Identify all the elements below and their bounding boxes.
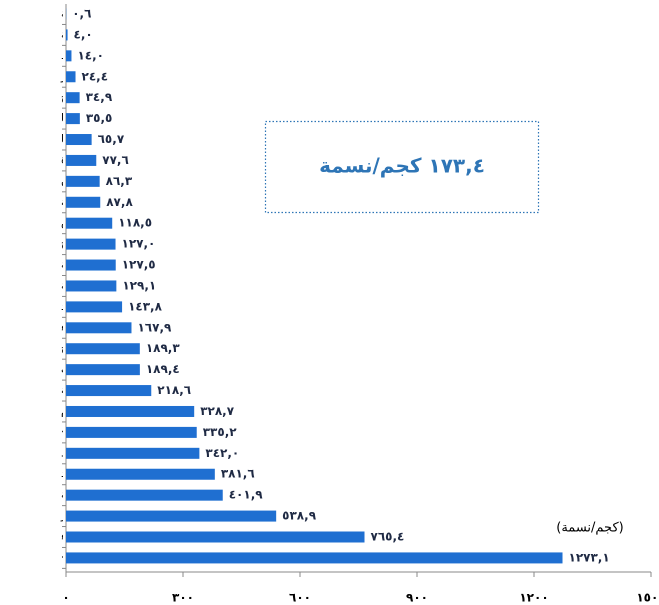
value-label: ١٢٧٣,١: [569, 550, 610, 564]
value-label: ٤,٠: [74, 27, 93, 41]
category-labels: الدقهلية المنوفية أسيوط الأقصر سوهاج قنا المني…: [60, 7, 128, 564]
value-label: ٢١٨,٦: [157, 383, 191, 397]
category-label: البحيرة: [61, 153, 93, 166]
value-label: ٢٤,٤: [82, 69, 109, 83]
category-label: الأقصر: [60, 69, 91, 83]
bar: [66, 385, 152, 397]
category-label: مرسى مطروح: [61, 237, 128, 250]
category-label: المنيا: [61, 133, 84, 146]
x-tick-label: ٩٠٠: [406, 591, 428, 605]
value-label: ٨٧,٨: [106, 195, 133, 209]
value-label: ٠,٦: [72, 7, 91, 21]
bar: [66, 29, 68, 41]
bar: [66, 92, 80, 104]
category-label: السويس: [61, 216, 100, 229]
category-label: الفيوم: [61, 404, 89, 417]
bar: [66, 175, 100, 187]
value-label: ٧٧,٦: [102, 153, 129, 167]
x-tick-label: ٦٠٠: [289, 591, 311, 605]
value-label: ٣٥,٥: [86, 111, 113, 125]
bar: [66, 238, 116, 250]
bar: [66, 531, 365, 543]
bar: [66, 196, 101, 208]
value-label: ١٢٧,٠: [122, 237, 156, 251]
bar: [66, 552, 563, 564]
category-label: دمياط: [61, 446, 89, 459]
bar: [66, 71, 76, 83]
bar: [66, 364, 140, 376]
unit-label: (كجم/نسمة): [556, 521, 623, 536]
annotation-box: [264, 120, 540, 214]
value-label: ١٨٩,٣: [146, 341, 181, 355]
bar: [66, 468, 215, 480]
category-label: شمال سيناء: [61, 321, 116, 334]
bar: [66, 426, 197, 438]
value-label: ١٢٧,٥: [122, 258, 156, 272]
category-label: القليوبية: [61, 279, 98, 292]
bar: [66, 510, 277, 522]
value-label: ٨٦,٣: [106, 174, 133, 188]
bar: [66, 50, 72, 62]
value-label: ٦٥,٧: [98, 132, 125, 146]
value-label: ١١٨,٥: [118, 216, 152, 230]
bar: [66, 447, 200, 459]
bar: [66, 343, 140, 355]
bar: [66, 217, 113, 229]
bar: [66, 134, 92, 146]
category-label: الوادي الجديد: [61, 300, 121, 313]
bar: [66, 489, 223, 501]
value-label: ١٢٩,١: [122, 278, 156, 292]
category-label: الشرقية: [61, 195, 98, 208]
value-label: ٧٦٥,٤: [371, 530, 405, 544]
category-label: أسوان: [61, 173, 90, 187]
value-label: ٤٠١,٩: [229, 488, 264, 502]
bar: [66, 322, 132, 334]
category-label: الإسكندرية: [61, 384, 109, 397]
x-tick-label: ٠: [62, 591, 69, 605]
x-tick-label: ١٢٠٠: [519, 591, 548, 605]
category-label: بورسعيد: [61, 467, 99, 480]
value-label: ٣٢٨,٧: [200, 404, 235, 418]
category-label: البحر الأحمر: [60, 508, 116, 522]
bar: [66, 113, 80, 125]
category-label: جنوب سيناء: [61, 530, 115, 543]
bar: [66, 280, 117, 292]
value-label: ٣٣٥,٢: [203, 425, 238, 439]
category-label: سوهاج: [61, 91, 92, 104]
x-tick-label: ٣٠٠: [172, 591, 194, 605]
bar: [66, 154, 97, 166]
category-label: الإسماعيلية: [61, 488, 112, 501]
category-label: المنوفية: [61, 28, 97, 41]
bar: [66, 405, 195, 417]
category-label: بني سويف: [61, 363, 109, 376]
value-label: ١٦٧,٩: [137, 320, 172, 334]
value-label: ٥٣٨,٩: [282, 509, 317, 523]
category-label: القاهرة❖: [61, 551, 104, 564]
annotation: ١٧٣,٤ كجم/نسمة: [319, 154, 485, 178]
category-label: الغربية: [61, 258, 91, 271]
value-label: ٣٤٢,٠: [205, 446, 239, 460]
category-label: أسيوط: [61, 48, 92, 62]
category-label: قنا: [61, 112, 73, 125]
value-label: ٣٨١,٦: [221, 467, 255, 481]
bar: [66, 301, 123, 313]
category-label: الجيزة❖: [61, 425, 100, 438]
bar: [66, 259, 116, 271]
category-label: الدقهلية: [61, 7, 96, 20]
value-label: ٣٤,٩: [86, 90, 113, 104]
category-label: كفر الشيخ: [61, 342, 109, 355]
value-label: ١٨٩,٤: [146, 362, 180, 376]
value-label: ١٤٣,٨: [128, 299, 163, 313]
value-label: ١٤,٠: [77, 48, 104, 62]
